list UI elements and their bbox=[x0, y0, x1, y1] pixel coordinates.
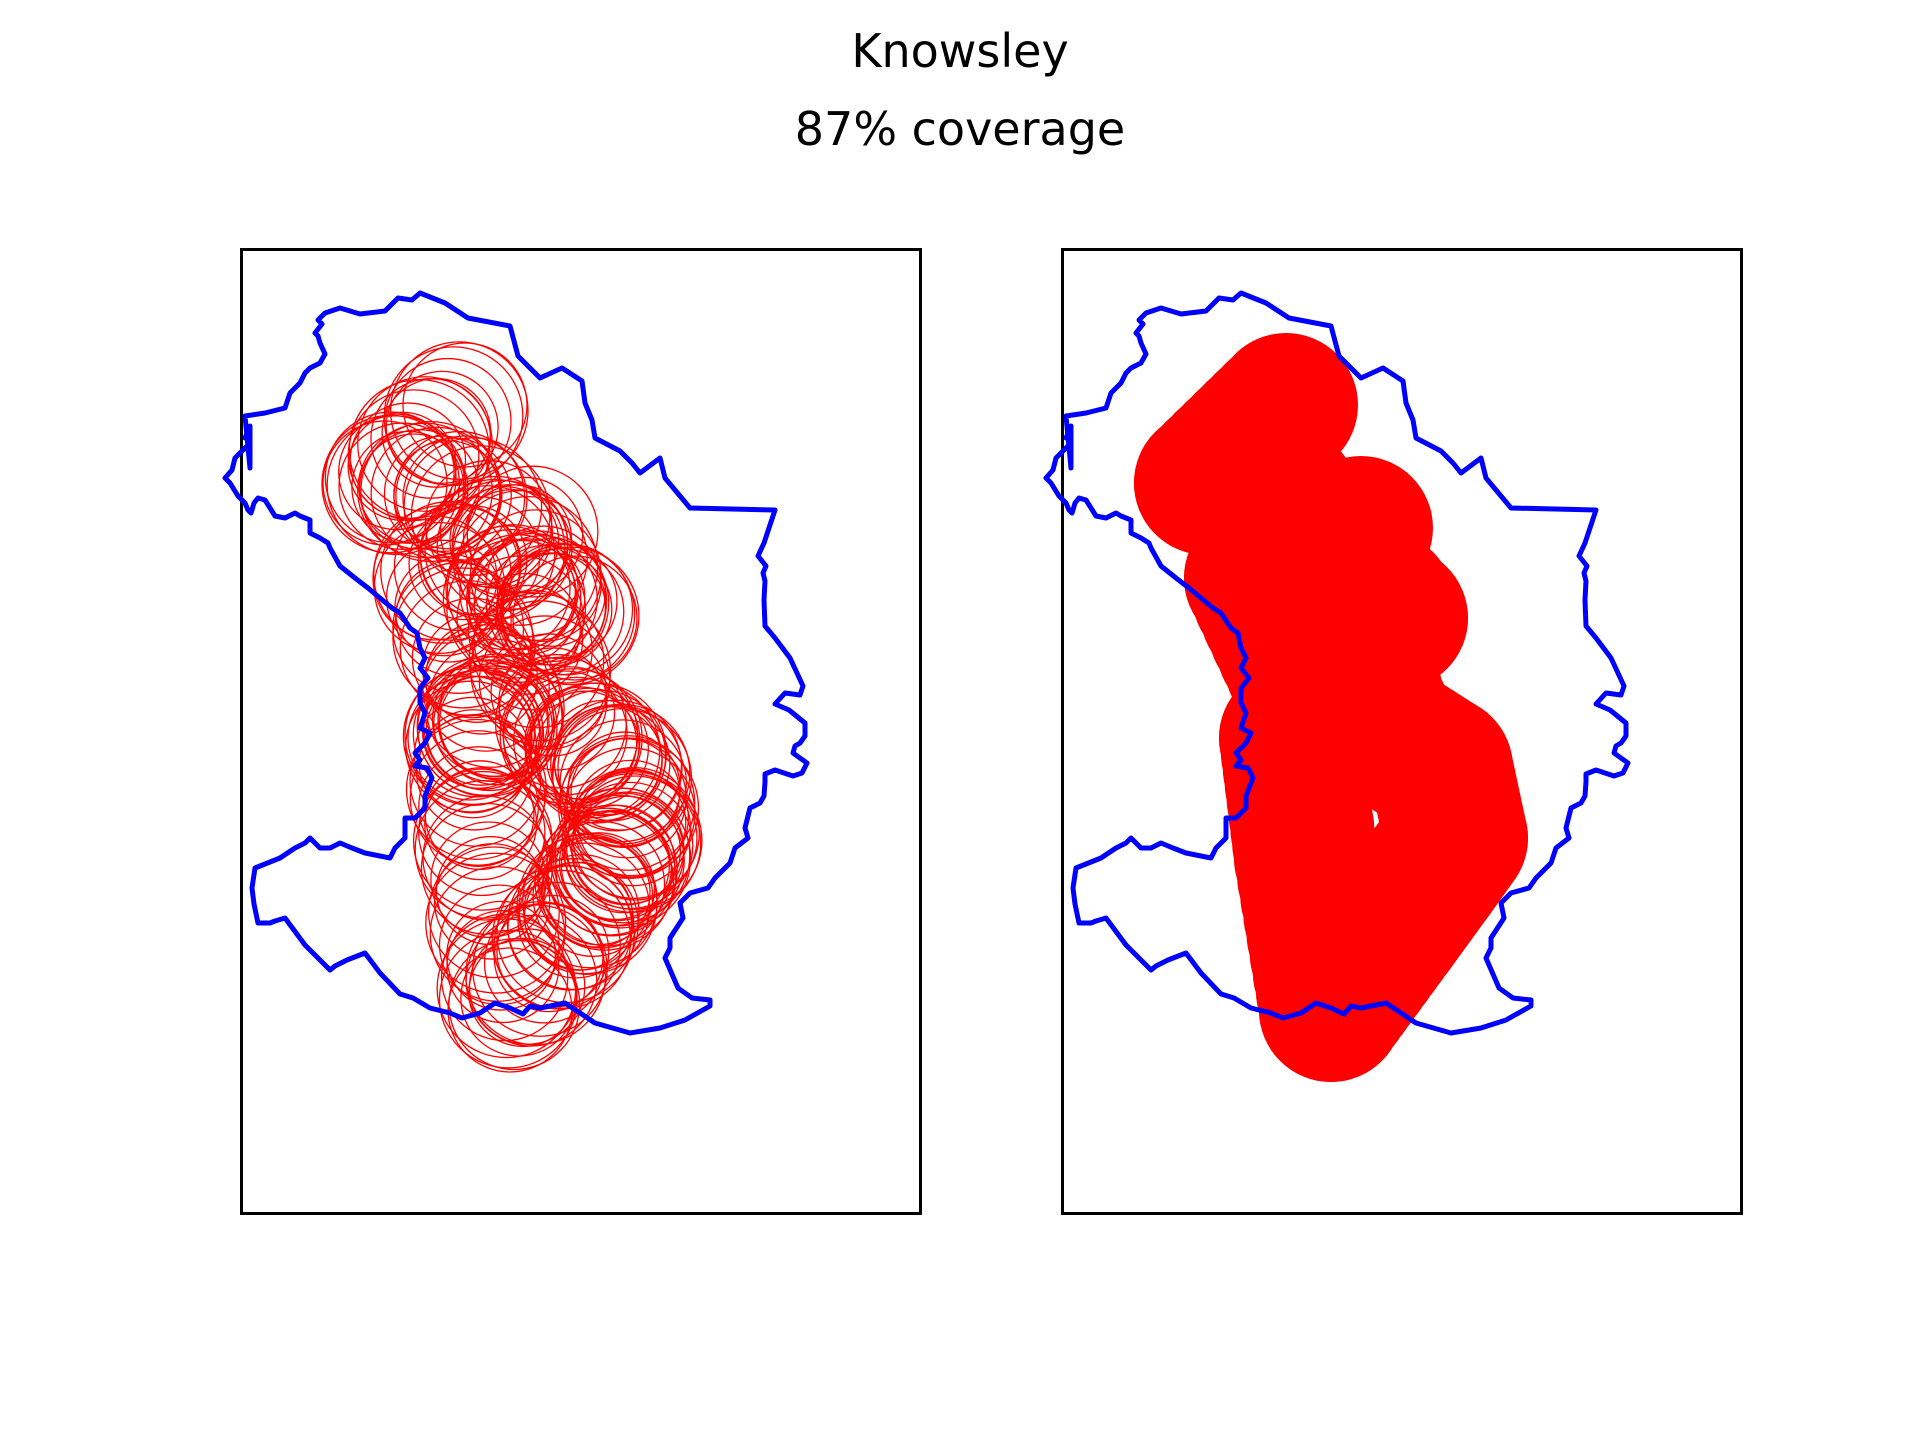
coverage-circle-outline bbox=[563, 747, 696, 879]
coverage-circle-outline bbox=[412, 770, 553, 911]
coverage-circle-outline bbox=[502, 670, 628, 796]
coverage-circle-outline bbox=[407, 675, 533, 801]
coverage-circle-outline bbox=[408, 507, 522, 621]
coverage-circle-outline bbox=[349, 402, 467, 520]
coverage-circle-outline bbox=[459, 533, 576, 651]
coverage-circle-outline bbox=[452, 490, 588, 626]
coverage-circle-outline bbox=[435, 835, 546, 946]
coverage-circle-outline bbox=[384, 357, 512, 486]
coverage-circle-outline bbox=[446, 900, 557, 1011]
coverage-circle-outline bbox=[424, 767, 538, 881]
coverage-circle-outline bbox=[507, 865, 633, 991]
coverage-circle-outline bbox=[409, 730, 546, 866]
coverage-circle-outline bbox=[321, 414, 461, 554]
coverage-circle-outline bbox=[524, 686, 638, 800]
coverage-circle-outline bbox=[403, 437, 543, 576]
coverage-circle-outline bbox=[436, 918, 577, 1059]
coverage-circle-outline bbox=[380, 500, 520, 641]
coverage-circle-outline bbox=[496, 537, 607, 647]
coverage-circle-outline bbox=[416, 656, 558, 798]
knowsley-boundary bbox=[1043, 290, 1631, 1036]
coverage-circle-outline bbox=[348, 379, 490, 521]
coverage-circle-outline bbox=[392, 562, 525, 694]
coverage-circle-outline bbox=[405, 718, 547, 860]
coverage-circle-outline bbox=[483, 902, 605, 1024]
coverage-circle-outline bbox=[404, 665, 545, 806]
panel-frame bbox=[240, 248, 922, 1215]
coverage-circle-outline bbox=[425, 852, 567, 994]
coverage-circle-outline bbox=[516, 833, 658, 975]
coverage-circle-outline bbox=[567, 766, 700, 900]
coverage-circle-outline bbox=[424, 478, 566, 620]
coverage-circle-outline bbox=[385, 370, 499, 484]
coverage-circle-filled bbox=[1289, 456, 1433, 600]
coverage-circle-outline bbox=[512, 555, 638, 681]
coverage-circle-outline bbox=[466, 465, 599, 598]
coverage-circle-outline bbox=[418, 768, 546, 897]
coverage-circle-outline bbox=[418, 746, 539, 867]
coverage-circle-outline bbox=[419, 485, 556, 621]
panel-filled-coverage bbox=[1043, 248, 1743, 1215]
coverage-circle-outline bbox=[540, 837, 651, 948]
coverage-circle-outline bbox=[547, 810, 673, 936]
panel-circle-outlines bbox=[222, 248, 922, 1215]
figure-subtitle: 87% coverage bbox=[794, 102, 1126, 156]
coverage-circle-outline bbox=[437, 655, 563, 781]
coverage-circle-outline bbox=[324, 411, 457, 544]
coverage-circle-outline bbox=[500, 546, 640, 686]
knowsley-boundary bbox=[222, 290, 810, 1036]
coverage-circle-outline bbox=[446, 909, 560, 1024]
coverage-circle-outline bbox=[424, 760, 535, 871]
coverage-area-filled bbox=[1134, 333, 1528, 1082]
coverage-circle-outline bbox=[427, 846, 560, 979]
coverage-circle-outline bbox=[409, 714, 542, 847]
coverage-circle-outline bbox=[498, 653, 616, 771]
coverage-circle-outline bbox=[347, 389, 480, 522]
coverage-circles bbox=[321, 341, 703, 1073]
coverage-circle-outline bbox=[392, 567, 534, 709]
figure-title-block: Knowsley 87% coverage bbox=[0, 18, 1920, 162]
coverage-circle-outline bbox=[557, 705, 683, 831]
panel-frame bbox=[1061, 248, 1743, 1215]
figure-title: Knowsley bbox=[851, 24, 1069, 78]
coverage-circle-outline bbox=[357, 376, 493, 512]
coverage-circle-outline bbox=[440, 913, 569, 1042]
